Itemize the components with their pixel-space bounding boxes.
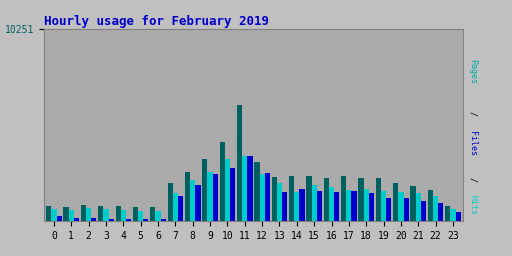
Bar [294, 193, 300, 221]
Bar [312, 185, 317, 221]
Bar [254, 163, 260, 221]
Bar [265, 173, 270, 221]
Bar [416, 193, 421, 221]
Bar [364, 189, 369, 221]
Bar [230, 168, 235, 221]
Bar [56, 216, 62, 221]
Bar [421, 201, 426, 221]
Bar [381, 190, 386, 221]
Bar [81, 205, 86, 221]
Bar [185, 172, 190, 221]
Bar [63, 207, 69, 221]
Bar [91, 218, 96, 221]
Text: Pages: Pages [468, 59, 478, 84]
Bar [324, 178, 329, 221]
Bar [202, 159, 207, 221]
Bar [178, 196, 183, 221]
Bar [161, 219, 166, 221]
Bar [260, 174, 265, 221]
Bar [358, 178, 364, 221]
Bar [306, 176, 312, 221]
Text: Hourly usage for February 2019: Hourly usage for February 2019 [44, 15, 268, 28]
Bar [207, 172, 212, 221]
Bar [334, 193, 339, 221]
Bar [386, 198, 391, 221]
Bar [242, 156, 247, 221]
Bar [393, 183, 398, 221]
Text: Files: Files [468, 131, 478, 156]
Bar [341, 176, 346, 221]
Bar [289, 176, 294, 221]
Bar [98, 206, 103, 221]
Bar [300, 189, 305, 221]
Bar [69, 210, 74, 221]
Bar [138, 211, 143, 221]
Bar [451, 209, 456, 221]
Bar [456, 212, 461, 221]
Bar [51, 209, 56, 221]
Text: Hits: Hits [468, 195, 478, 215]
Bar [150, 207, 156, 221]
Bar [212, 174, 218, 221]
Bar [247, 156, 252, 221]
Bar [225, 159, 230, 221]
Bar [346, 190, 351, 221]
Bar [116, 206, 121, 221]
Bar [433, 196, 438, 221]
Bar [272, 177, 277, 221]
Bar [411, 186, 416, 221]
Bar [103, 209, 109, 221]
Bar [329, 187, 334, 221]
Bar [445, 206, 451, 221]
Bar [143, 219, 148, 221]
Bar [317, 190, 322, 221]
Bar [74, 218, 79, 221]
Bar [46, 206, 51, 221]
Text: /: / [468, 177, 478, 182]
Bar [133, 207, 138, 221]
Bar [237, 105, 242, 221]
Bar [438, 203, 443, 221]
Bar [173, 193, 178, 221]
Bar [156, 211, 161, 221]
Bar [86, 208, 91, 221]
Bar [195, 185, 201, 221]
Bar [282, 193, 287, 221]
Bar [126, 219, 131, 221]
Bar [398, 193, 403, 221]
Bar [190, 180, 195, 221]
Bar [277, 183, 282, 221]
Text: /: / [468, 111, 478, 116]
Bar [220, 142, 225, 221]
Bar [121, 210, 126, 221]
Bar [109, 219, 114, 221]
Bar [376, 178, 381, 221]
Bar [167, 183, 173, 221]
Bar [369, 193, 374, 221]
Bar [351, 190, 357, 221]
Bar [428, 190, 433, 221]
Bar [403, 198, 409, 221]
